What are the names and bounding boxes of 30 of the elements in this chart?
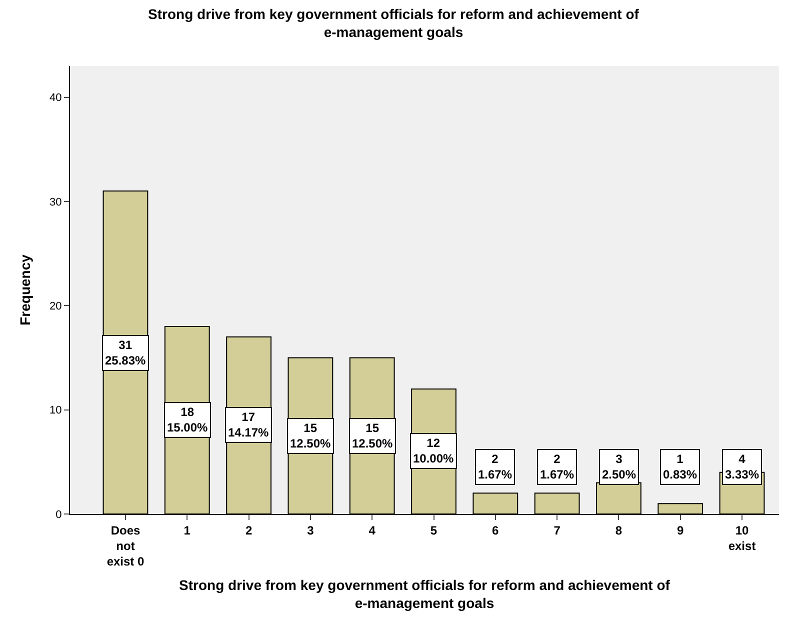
data-label: 18 15.00%	[167, 405, 208, 435]
x-tick-label: Does not exist 0	[106, 523, 144, 569]
data-label: 17 14.17%	[228, 410, 270, 440]
y-tick-label: 30	[50, 196, 62, 208]
y-tick-label: 20	[50, 300, 62, 312]
data-label: 1 0.83%	[663, 452, 698, 482]
x-tick-label: 1	[184, 523, 191, 538]
x-tick-label: 7	[554, 523, 561, 538]
data-label: 2 1.67%	[478, 452, 512, 482]
data-label: 2 1.67%	[540, 452, 574, 482]
data-label: 12 10.00%	[413, 436, 454, 466]
x-tick-label: 9	[677, 523, 684, 538]
y-tick-label: 10	[50, 404, 62, 417]
x-tick-label: 5	[430, 523, 438, 538]
y-tick-label: 0	[56, 508, 62, 521]
x-tick-label: 10 exist	[728, 523, 756, 553]
data-label: 15 12.50%	[352, 421, 394, 451]
data-label: 15 12.50%	[290, 421, 332, 451]
y-tick-label: 40	[50, 92, 62, 104]
x-tick-label: 3	[307, 523, 314, 538]
x-tick-label: 8	[615, 523, 622, 538]
y-axis-title: Frequency	[17, 254, 34, 326]
x-axis-title: Strong drive from key government officials for reform and achievement of e-management goals	[179, 576, 670, 612]
data-label: 4 3.33%	[725, 452, 760, 482]
data-label: 3 2.50%	[602, 452, 636, 482]
data-label: 31 25.83%	[105, 338, 146, 368]
x-tick-label: 4	[368, 523, 376, 538]
chart-title: Strong drive from key government officials for reform and achievement of e-management goals	[148, 6, 640, 40]
x-tick-label: 6	[492, 523, 500, 538]
x-tick-label: 2	[245, 523, 252, 538]
